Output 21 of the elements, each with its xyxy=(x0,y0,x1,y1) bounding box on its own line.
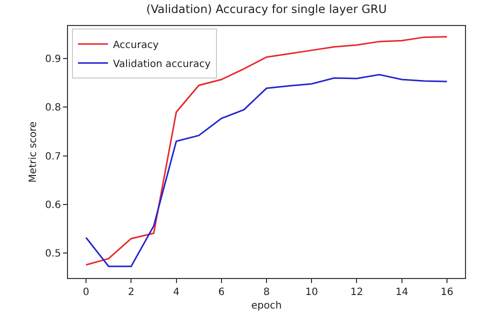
line-series xyxy=(85,74,448,268)
y-tick-label: 0.7 xyxy=(45,151,61,162)
x-tick-label: 4 xyxy=(173,287,180,298)
y-tick-label: 0.9 xyxy=(45,54,61,66)
legend-label: Validation accuracy xyxy=(112,58,211,70)
x-axis-title: epoch xyxy=(251,300,282,312)
legend-label: Accuracy xyxy=(112,40,159,51)
x-tick-label: 8 xyxy=(263,287,270,298)
y-axis-title: Metric score xyxy=(28,121,40,183)
y-tick-label: 0.5 xyxy=(45,248,61,260)
x-tick-label: 12 xyxy=(350,287,364,298)
chart-title: (Validation) Accuracy for single layer GRU xyxy=(146,2,387,16)
y-tick-label: 0.6 xyxy=(45,200,61,212)
x-tick-label: 16 xyxy=(440,287,454,298)
x-tick-label: 10 xyxy=(305,287,318,298)
line-series xyxy=(85,36,448,266)
x-tick-label: 0 xyxy=(82,287,90,298)
x-tick-label: 14 xyxy=(395,287,408,298)
x-tick-label: 2 xyxy=(128,287,134,298)
y-tick-label: 0.8 xyxy=(45,102,61,114)
x-tick-label: 6 xyxy=(218,287,225,298)
